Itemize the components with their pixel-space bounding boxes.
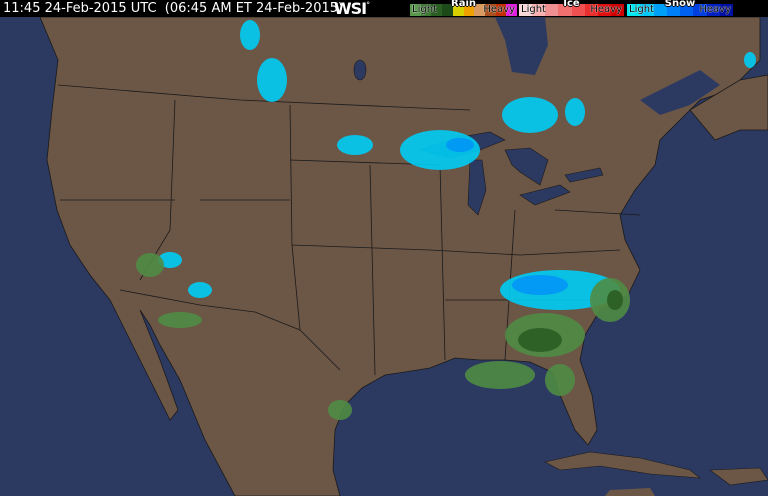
legend-swatch	[474, 4, 485, 16]
legend-swatch	[431, 4, 443, 16]
legend-swatch	[653, 4, 667, 16]
legend-swatch	[463, 4, 475, 16]
cuba	[544, 451, 701, 479]
legend-ice-title: Ice	[563, 0, 580, 9]
radar-snow-moderate	[446, 138, 568, 295]
legend-swatch	[719, 4, 733, 16]
wsi-logo: WSI°	[334, 0, 370, 18]
borders	[57, 84, 641, 376]
legend-swatch	[666, 4, 680, 16]
radar-snow	[158, 20, 756, 310]
legend-rain-heavy: Heavy	[483, 4, 515, 15]
legend-swatch	[693, 4, 707, 16]
legend-swatch	[571, 4, 585, 16]
legend-swatch	[597, 4, 611, 16]
land-north-america	[39, 16, 761, 496]
legend-ice-heavy: Heavy	[590, 4, 622, 15]
legend-rain-light: Light	[412, 4, 437, 15]
great-lakes	[353, 59, 604, 216]
legend-swatch	[420, 4, 432, 16]
legend-swatch	[506, 4, 518, 16]
legend-swatch	[484, 4, 496, 16]
timestamp: 11:45 24-Feb-2015 UTC (06:45 AM ET 24-Fe…	[3, 1, 344, 16]
legend-rain-title: Rain	[451, 0, 476, 9]
hudson-bay	[495, 17, 548, 75]
header-bar: 11:45 24-Feb-2015 UTC (06:45 AM ET 24-Fe…	[0, 0, 768, 18]
legend-swatch	[706, 4, 720, 16]
legend-snow-light: Light	[629, 4, 654, 15]
legend-swatch	[627, 4, 641, 16]
legend-swatch	[558, 4, 572, 16]
legend-ice-light: Light	[521, 4, 546, 15]
legend-snow: Snow Light Heavy	[627, 0, 733, 16]
legend-swatch	[610, 4, 624, 16]
legend-swatch	[640, 4, 654, 16]
legend-swatch	[584, 4, 598, 16]
legend-swatch	[680, 4, 694, 16]
legend-swatch	[410, 4, 421, 16]
legend-swatch	[442, 4, 453, 16]
legend-swatch	[545, 4, 559, 16]
legend-swatch	[452, 4, 464, 16]
legend-snow-title: Snow	[664, 0, 696, 9]
legend-swatch	[519, 4, 533, 16]
legend-snow-heavy: Heavy	[699, 4, 731, 15]
legend-rain: Rain Light Heavy	[410, 0, 518, 16]
legend-swatch	[495, 4, 507, 16]
legend-swatch	[532, 4, 546, 16]
legend-ice: Ice Light Heavy	[519, 0, 624, 16]
